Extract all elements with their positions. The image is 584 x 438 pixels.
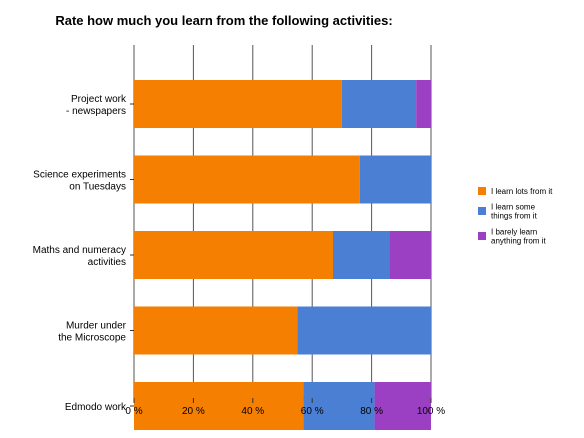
bar-segment	[416, 80, 431, 128]
bar-segment	[134, 80, 342, 128]
x-tick-label: 0 %	[125, 406, 142, 417]
bars	[134, 80, 431, 430]
category-label: Science experiments	[33, 170, 126, 181]
legend-label: I learn lots from it	[491, 187, 553, 196]
legend-label: things from it	[491, 212, 538, 221]
x-tick-label: 80 %	[360, 406, 383, 417]
bar-segment	[297, 306, 431, 355]
x-tick-label: 60 %	[301, 406, 324, 417]
bar-segment	[134, 382, 304, 430]
bar-segment	[341, 80, 417, 128]
legend-label: I learn some	[491, 203, 536, 212]
x-axis-ticks: 0 % 20 % 40 % 60 % 80 % 100 %	[125, 398, 445, 417]
bar-segment	[374, 382, 431, 430]
category-label: Murder under	[66, 321, 127, 332]
bar-segment	[389, 231, 431, 279]
x-tick-label: 40 %	[241, 406, 264, 417]
legend-label: I barely learn	[491, 228, 537, 237]
bar-segment	[332, 231, 390, 279]
legend-label: anything from it	[491, 237, 546, 246]
category-label: Maths and numeracy	[33, 245, 126, 256]
legend-swatch	[478, 232, 486, 240]
category-label: Edmodo work	[65, 402, 127, 413]
category-labels: Project work- newspapers Science experime…	[33, 94, 134, 413]
x-tick-label: 20 %	[182, 406, 205, 417]
bar-segment	[134, 306, 298, 355]
chart-title: Rate how much you learn from the followi…	[55, 13, 392, 28]
bar-segment	[134, 231, 333, 279]
category-label: - newspapers	[66, 106, 126, 117]
bar-segment	[359, 155, 431, 204]
category-label: activities	[88, 257, 126, 268]
legend-swatch	[478, 207, 486, 215]
x-tick-label: 100 %	[417, 406, 445, 417]
category-label: Project work	[71, 94, 127, 105]
category-label: on Tuesdays	[69, 182, 126, 193]
bar-segment	[134, 155, 360, 204]
legend-swatch	[478, 187, 486, 195]
category-label: the Microscope	[58, 333, 126, 344]
bar-segment	[303, 382, 375, 430]
